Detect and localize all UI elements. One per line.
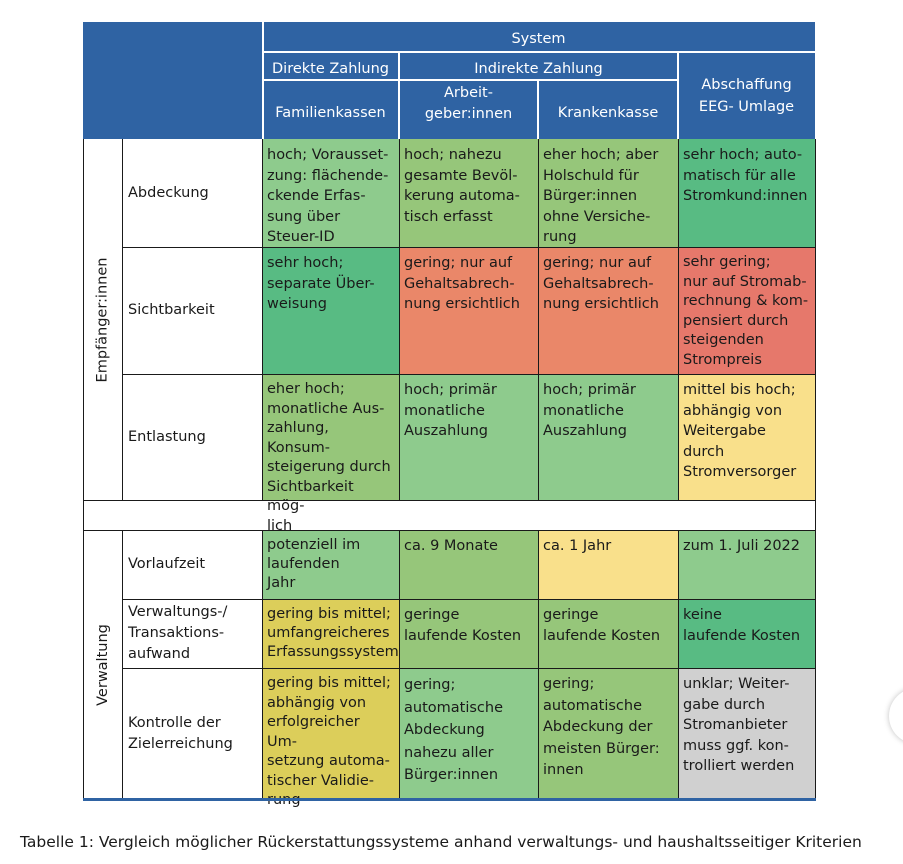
grid-line — [83, 530, 815, 531]
header-divider — [677, 52, 679, 139]
cell-vorlaufzeit-familienkassen: potenziell im laufenden Jahr — [262, 530, 399, 599]
grid-line — [262, 530, 263, 800]
cell-kontrolle-arbeitgeber: gering; automatische Abdeckung nahezu al… — [399, 668, 538, 799]
cell-entlastung-familienkassen: eher hoch; monatliche Aus- zahlung, Kons… — [262, 374, 399, 534]
cell-kontrolle-krankenkasse: gering; automatische Abdeckung der meist… — [538, 668, 678, 799]
grid-line — [815, 139, 816, 801]
cell-kontrolle-abschaffung: unklar; Weiter- gabe durch Stromanbieter… — [678, 668, 815, 799]
header-krankenkasse: Krankenkasse — [538, 80, 678, 139]
cell-sichtbarkeit-familienkassen: sehr hoch; separate Über- weisung — [262, 247, 399, 374]
grid-line — [122, 668, 815, 669]
header-corner — [83, 22, 262, 139]
header-direkte-zahlung: Direkte Zahlung — [262, 52, 399, 80]
header-abschaffung: Abschaffung EEG- Umlage — [678, 52, 815, 139]
cell-verwaltungsaufwand-arbeitgeber: geringe laufende Kosten — [399, 599, 538, 668]
cell-entlastung-krankenkasse: hoch; primär monatliche Auszahlung — [538, 374, 678, 500]
cell-vorlaufzeit-arbeitgeber: ca. 9 Monate — [399, 530, 538, 599]
cell-abdeckung-abschaffung: sehr hoch; auto- matisch für alle Stromk… — [678, 139, 815, 247]
row-label-verwaltungsaufwand: Verwaltungs-/ Transaktions- aufwand — [122, 599, 262, 668]
table-caption: Tabelle 1: Vergleich möglicher Rückersta… — [20, 833, 862, 851]
grid-line — [83, 500, 815, 501]
grid-line — [399, 139, 400, 500]
header-divider — [264, 79, 678, 81]
cell-entlastung-arbeitgeber: hoch; primär monatliche Auszahlung — [399, 374, 538, 500]
cell-abdeckung-arbeitgeber: hoch; nahezu gesamte Bevöl- kerung autom… — [399, 139, 538, 247]
row-label-abdeckung: Abdeckung — [122, 139, 262, 247]
row-label-kontrolle: Kontrolle der Zielerreichung — [122, 668, 262, 799]
cell-sichtbarkeit-arbeitgeber: gering; nur auf Gehaltsabrech- nung ersi… — [399, 247, 538, 374]
group-label-empfaenger: Empfänger:innen — [83, 139, 122, 500]
cell-sichtbarkeit-abschaffung: sehr gering; nur auf Stromab- rechnung &… — [678, 247, 815, 374]
grid-line — [399, 530, 400, 800]
cell-kontrolle-familienkassen: gering bis mittel; abhängig von erfolgre… — [262, 668, 399, 808]
cell-sichtbarkeit-krankenkasse: gering; nur auf Gehaltsabrech- nung ersi… — [538, 247, 678, 374]
cell-vorlaufzeit-krankenkasse: ca. 1 Jahr — [538, 530, 678, 599]
cell-abdeckung-krankenkasse: eher hoch; aber Holschuld für Bürger:inn… — [538, 139, 678, 247]
header-indirekte-zahlung: Indirekte Zahlung — [399, 52, 678, 80]
grid-line — [538, 530, 539, 800]
cell-vorlaufzeit-abschaffung: zum 1. Juli 2022 — [678, 530, 815, 599]
row-label-vorlaufzeit: Vorlaufzeit — [122, 530, 262, 599]
row-label-entlastung: Entlastung — [122, 374, 262, 500]
row-label-sichtbarkeit: Sichtbarkeit — [122, 247, 262, 374]
grid-line — [678, 139, 679, 500]
header-arbeitgeber: Arbeit- geber:innen — [399, 80, 538, 139]
header-divider — [262, 22, 264, 139]
group-label-verwaltung: Verwaltung — [83, 530, 122, 799]
header-divider — [264, 51, 815, 53]
grid-line — [122, 139, 123, 500]
grid-line — [122, 374, 815, 375]
grid-line — [83, 139, 84, 801]
grid-line — [678, 530, 679, 800]
cell-verwaltungsaufwand-krankenkasse: geringe laufende Kosten — [538, 599, 678, 668]
cell-entlastung-abschaffung: mittel bis hoch; abhängig von Weitergabe… — [678, 374, 815, 500]
header-system: System — [262, 22, 815, 52]
header-familienkassen: Familienkassen — [262, 80, 399, 139]
header-divider — [537, 80, 539, 139]
cell-abdeckung-familienkassen: hoch; Vorausset- zung: flächende- ckende… — [262, 139, 399, 247]
floating-action-button[interactable] — [889, 688, 903, 744]
table-bottom-border — [83, 798, 816, 801]
grid-line — [122, 599, 815, 600]
grid-line — [122, 530, 123, 800]
header-divider — [398, 52, 400, 139]
cell-verwaltungsaufwand-familienkassen: gering bis mittel; umfangreicheres Erfas… — [262, 599, 399, 668]
cell-verwaltungsaufwand-abschaffung: keine laufende Kosten — [678, 599, 815, 668]
grid-line — [262, 139, 263, 500]
grid-line — [122, 247, 815, 248]
grid-line — [538, 139, 539, 500]
